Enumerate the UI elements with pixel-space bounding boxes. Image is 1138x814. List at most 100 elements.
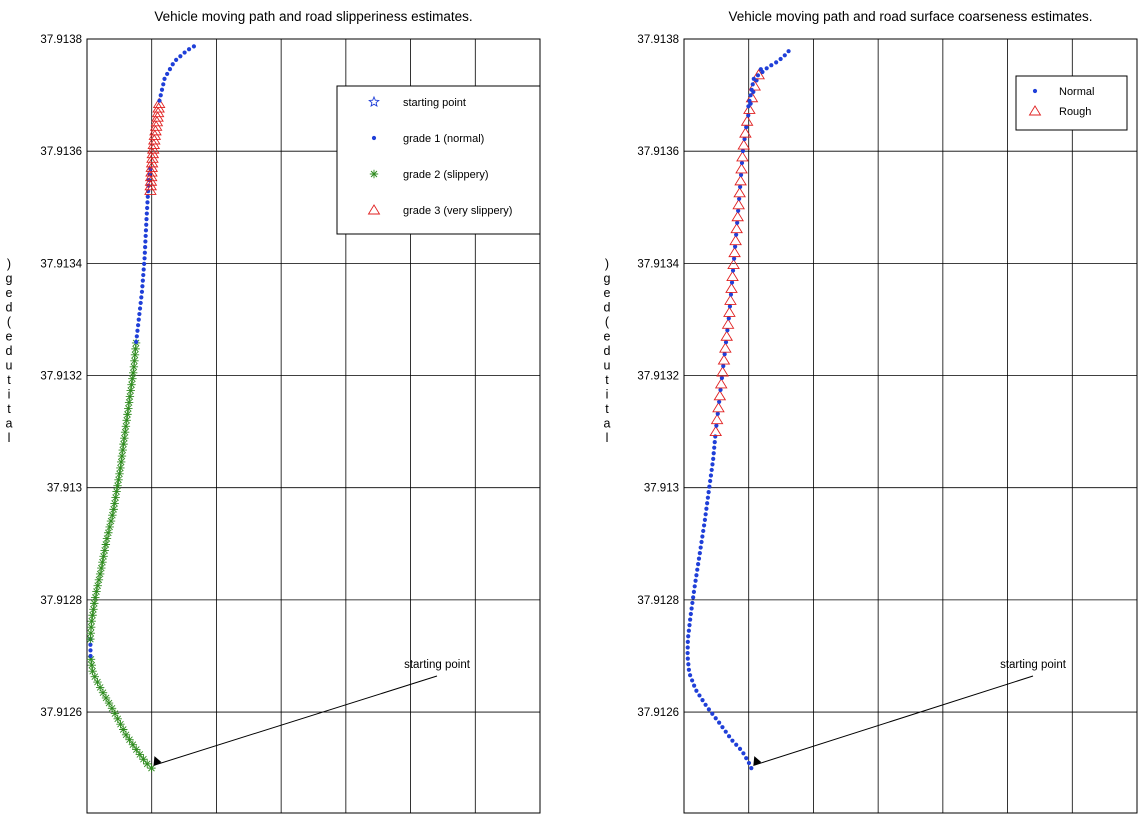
data-point [702, 517, 708, 522]
data-point [704, 506, 709, 511]
y-axis-label-char: ( [605, 315, 610, 329]
data-point [729, 234, 742, 246]
legend-label: starting point [403, 97, 466, 109]
data-point [123, 410, 132, 419]
data-point [749, 87, 754, 92]
data-point [142, 256, 147, 261]
data-point [92, 587, 101, 596]
data-point [740, 148, 746, 154]
data-point [125, 735, 134, 744]
data-point [95, 569, 105, 579]
data-point [743, 103, 756, 114]
data-point [686, 628, 691, 633]
data-point [690, 678, 695, 683]
starting-point-label: starting point [404, 659, 471, 671]
data-point [102, 534, 112, 543]
data-point [128, 374, 137, 383]
data-point [114, 475, 123, 484]
data-point [700, 534, 705, 539]
data-point [737, 746, 743, 751]
y-tick-label: 37.9128 [637, 595, 679, 607]
data-point [710, 413, 724, 425]
data-point [87, 616, 96, 626]
data-point [694, 688, 699, 693]
data-point [88, 666, 97, 676]
data-point [716, 366, 729, 377]
series-grade-2 [86, 655, 156, 773]
data-point [95, 683, 105, 692]
y-axis-label-char: u [604, 359, 611, 373]
data-point [786, 49, 791, 54]
data-point [734, 175, 747, 186]
data-point [749, 766, 754, 771]
data-point [93, 677, 102, 687]
data-point [734, 742, 739, 747]
y-axis-label-char: d [6, 301, 13, 315]
series-grade-1 [157, 44, 197, 103]
data-point [726, 270, 739, 281]
data-point [119, 439, 128, 449]
y-axis-label-char: d [604, 344, 611, 358]
data-point [116, 719, 125, 729]
data-point [692, 683, 697, 688]
data-point [724, 294, 737, 305]
y-axis-label-char: g [604, 272, 611, 286]
data-point [367, 204, 381, 215]
y-axis-label-char: ) [7, 257, 11, 271]
data-point [737, 196, 742, 201]
data-point [121, 422, 131, 431]
y-axis-label-char: i [8, 388, 11, 402]
data-point [98, 688, 108, 697]
data-point [368, 95, 380, 108]
data-point [145, 200, 150, 205]
data-point [88, 611, 97, 620]
data-point [728, 246, 741, 258]
data-point [145, 194, 150, 199]
starting-point-label: starting point [1000, 659, 1067, 671]
data-point [691, 589, 697, 594]
data-point [729, 280, 735, 285]
y-axis-label-char: t [605, 373, 609, 387]
data-point [744, 756, 749, 761]
data-point [731, 256, 737, 261]
data-point [128, 740, 138, 749]
y-axis-label-char: e [604, 330, 611, 344]
data-point [712, 445, 717, 450]
data-point [685, 639, 690, 644]
data-point [134, 334, 139, 339]
data-point [139, 295, 144, 300]
data-point [730, 738, 735, 743]
data-point [746, 760, 752, 766]
annotation-arrow-head [153, 756, 162, 767]
data-point [140, 284, 145, 289]
data-point [707, 484, 712, 489]
y-axis-label-char: l [8, 431, 11, 445]
data-point [107, 704, 117, 713]
data-point [161, 82, 166, 87]
data-point [135, 328, 140, 333]
data-point [101, 693, 111, 703]
data-point [690, 600, 695, 606]
data-point [158, 93, 163, 98]
data-point [703, 512, 708, 517]
data-point [113, 714, 122, 724]
data-point [122, 416, 131, 425]
data-point [731, 210, 744, 222]
series-grade-2 [86, 338, 141, 644]
data-point [738, 172, 744, 177]
data-point [152, 97, 166, 108]
data-point [748, 93, 753, 98]
data-point [93, 581, 102, 590]
data-point [130, 356, 139, 366]
data-point [91, 593, 100, 602]
data-point [725, 282, 738, 293]
data-point [697, 550, 702, 556]
data-point [710, 462, 715, 467]
data-point [723, 306, 736, 317]
data-point [182, 50, 187, 55]
data-point [708, 478, 713, 484]
data-point [733, 186, 746, 198]
data-point [726, 734, 732, 739]
data-point [90, 672, 99, 681]
